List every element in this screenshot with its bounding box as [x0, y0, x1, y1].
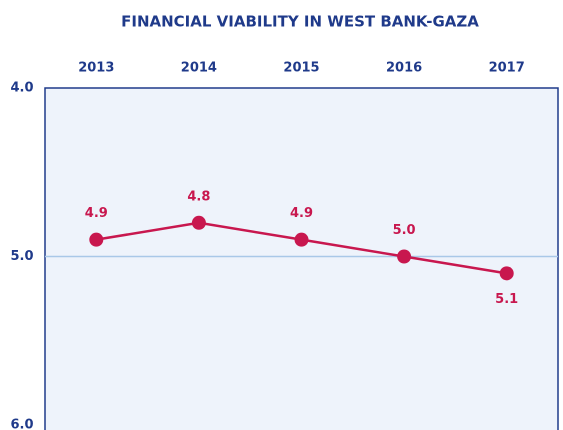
x-tick-label: 2015	[283, 61, 319, 76]
data-label: 4.9	[85, 206, 108, 221]
point	[499, 266, 514, 281]
data-label: 4.9	[290, 206, 313, 221]
x-tick-label: 2013	[78, 61, 114, 76]
y-tick-label: 6.0	[10, 418, 33, 430]
x-tick-label: 2017	[489, 61, 525, 76]
chart-title: FINANCIAL VIABILITY IN WEST BANK-GAZA	[121, 13, 479, 31]
x-tick-label: 2014	[181, 61, 217, 76]
data-label: 5.0	[393, 223, 416, 238]
x-tick-label: 2016	[386, 61, 422, 76]
data-label: 5.1	[495, 292, 518, 307]
y-tick-label: 4.0	[10, 81, 33, 96]
point	[397, 249, 412, 264]
y-tick-label: 5.0	[10, 249, 33, 264]
data-label: 4.8	[187, 189, 210, 204]
point	[191, 215, 206, 230]
point	[89, 232, 104, 247]
point	[294, 232, 309, 247]
plot-area	[44, 87, 559, 430]
